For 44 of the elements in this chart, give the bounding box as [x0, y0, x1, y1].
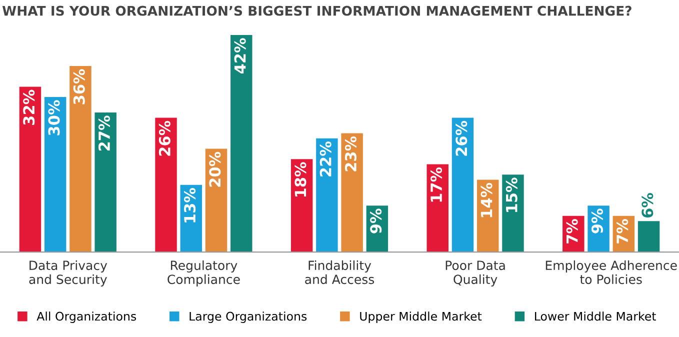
data-label: 30%: [48, 100, 60, 136]
data-label: 7%: [566, 218, 578, 244]
data-label: 9%: [370, 208, 382, 234]
data-label: 7%: [616, 218, 628, 244]
data-label: 26%: [158, 120, 170, 156]
data-label: 23%: [344, 136, 356, 172]
data-label: 42%: [234, 38, 246, 74]
data-label: 9%: [591, 208, 603, 234]
data-label: 20%: [209, 152, 221, 187]
bar: [44, 97, 66, 252]
legend-label: All Organizations: [36, 312, 136, 324]
bar: [316, 138, 338, 252]
bar: [205, 148, 228, 252]
data-label: 36%: [73, 69, 85, 104]
data-label: 27%: [98, 116, 110, 151]
bar: [70, 66, 92, 252]
legend-label: Upper Middle Market: [360, 312, 482, 324]
data-label: 6%: [642, 193, 654, 218]
bar: [290, 159, 313, 252]
bar: [638, 221, 660, 252]
bar: [502, 174, 524, 252]
data-label: 15%: [506, 178, 518, 212]
x-tick-label: Findability and Access: [305, 260, 374, 284]
x-tick-label: Data Privacy and Security: [29, 260, 108, 287]
x-tick-label: Regulatory Compliance: [168, 260, 240, 287]
data-label: 13%: [184, 188, 196, 222]
data-label: 32%: [23, 90, 35, 125]
legend-label: Large Organizations: [190, 312, 307, 324]
bar: [94, 112, 116, 252]
x-tick-label: Employee Adherence to Policies: [546, 260, 677, 284]
bar: [230, 35, 252, 252]
chart-title: WHAT IS YOUR ORGANIZATION’S BIGGEST INFORMATION MANAGEMENT CHALLENGE?: [2, 6, 632, 16]
data-label: 26%: [456, 120, 468, 156]
data-label: 14%: [480, 182, 492, 218]
data-label: 18%: [294, 162, 306, 197]
bar: [19, 86, 42, 252]
bar: [155, 118, 177, 252]
bar: [341, 133, 363, 252]
bar: [426, 164, 448, 252]
x-tick-label: Poor Data Quality: [446, 260, 505, 287]
bar: [452, 118, 474, 252]
data-label: 22%: [320, 141, 332, 176]
legend-label: Lower Middle Market: [535, 312, 656, 321]
data-label: 17%: [430, 167, 442, 202]
